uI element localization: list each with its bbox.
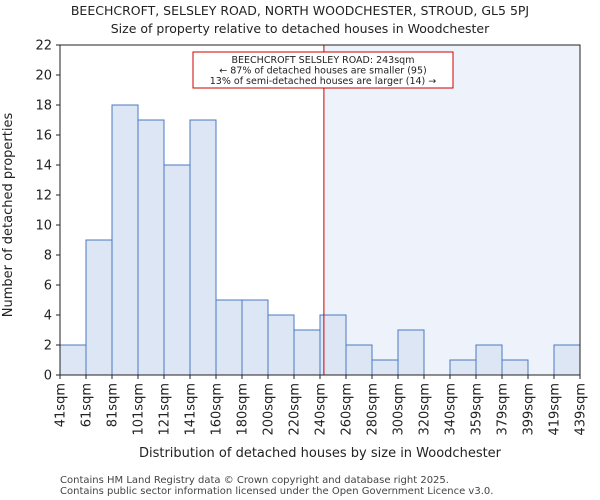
bar-81sqm (111, 104, 139, 376)
x-tick-label: 61sqm (80, 383, 95, 427)
bars-group (59, 104, 581, 376)
y-axis-label: Number of detached properties (1, 113, 16, 318)
annotation-frame (192, 51, 454, 89)
bar-220sqm (293, 329, 321, 376)
x-tick-label: 340sqm (444, 383, 459, 436)
y-tick-label: 2 (44, 339, 52, 354)
x-tick-label: 260sqm (340, 383, 355, 436)
x-tick-label: 180sqm (236, 383, 251, 436)
bar-180sqm (241, 299, 269, 376)
x-tick-label: 121sqm (158, 383, 173, 436)
x-tick-label: 141sqm (184, 383, 199, 436)
chart-title: BEECHCROFT, SELSLEY ROAD, NORTH WOODCHES… (71, 3, 529, 18)
y-tick-label: 8 (44, 249, 52, 264)
x-tick-label: 300sqm (392, 383, 407, 436)
bar-200sqm (267, 314, 295, 376)
x-tick-label: 220sqm (288, 383, 303, 436)
x-tick-label: 41sqm (54, 383, 69, 427)
x-tick-label: 320sqm (418, 383, 433, 436)
footer-line-1: Contains HM Land Registry data © Crown c… (60, 475, 449, 486)
x-tick-label: 280sqm (366, 383, 381, 436)
footer-line-2: Contains public sector information licen… (60, 486, 493, 497)
x-tick-label: 101sqm (132, 383, 147, 436)
y-tick-label: 14 (35, 159, 52, 174)
bar-121sqm (163, 164, 191, 376)
y-tick-label: 10 (35, 219, 52, 234)
y-tick-label: 22 (35, 39, 52, 54)
bar-260sqm (345, 344, 373, 376)
annotation-line-2: ← 87% of detached houses are smaller (95… (219, 66, 426, 77)
y-tick-label: 18 (35, 99, 52, 114)
y-tick-label: 0 (44, 369, 52, 384)
y-tick-label: 4 (44, 309, 52, 324)
chart-subtitle: Size of property relative to detached ho… (111, 21, 490, 36)
x-tick-label: 160sqm (210, 383, 225, 436)
annotation-line-1: BEECHCROFT SELSLEY ROAD: 243sqm (232, 55, 415, 66)
x-axis-label: Distribution of detached houses by size … (139, 446, 502, 461)
annotation-line-3: 13% of semi-detached houses are larger (… (210, 76, 437, 87)
x-axis-ticks: 41sqm 61sqm 81sqm 101sqm 121sqm 141sqm 160sqm 1… (54, 375, 589, 436)
bar-101sqm (137, 119, 165, 376)
x-tick-label: 81sqm (106, 383, 121, 427)
bar-359sqm (475, 344, 503, 376)
annotation-box: BEECHCROFT SELSLEY ROAD: 243sqm ← 87% of… (192, 51, 454, 89)
x-tick-label: 240sqm (314, 383, 329, 436)
bar-340sqm (449, 359, 477, 376)
bar-419sqm (553, 344, 581, 376)
bar-61sqm (85, 239, 113, 376)
y-tick-label: 16 (35, 129, 52, 144)
bar-379sqm (501, 359, 529, 376)
x-tick-label: 200sqm (262, 383, 277, 436)
x-tick-label: 359sqm (470, 383, 485, 436)
bar-41sqm (59, 344, 87, 376)
bar-300sqm (397, 329, 425, 376)
y-tick-label: 6 (44, 279, 52, 294)
x-tick-label: 399sqm (522, 383, 537, 436)
y-tick-label: 12 (35, 189, 52, 204)
bar-141sqm (189, 119, 217, 376)
larger-properties-region (323, 45, 580, 375)
x-tick-label: 439sqm (574, 383, 589, 436)
y-axis-ticks: 0 2 4 6 8 10 12 14 16 18 20 22 (35, 39, 60, 384)
bar-280sqm (371, 359, 399, 376)
bar-160sqm (215, 299, 243, 376)
y-tick-label: 20 (35, 69, 52, 84)
x-tick-label: 419sqm (548, 383, 563, 436)
x-tick-label: 379sqm (496, 383, 511, 436)
